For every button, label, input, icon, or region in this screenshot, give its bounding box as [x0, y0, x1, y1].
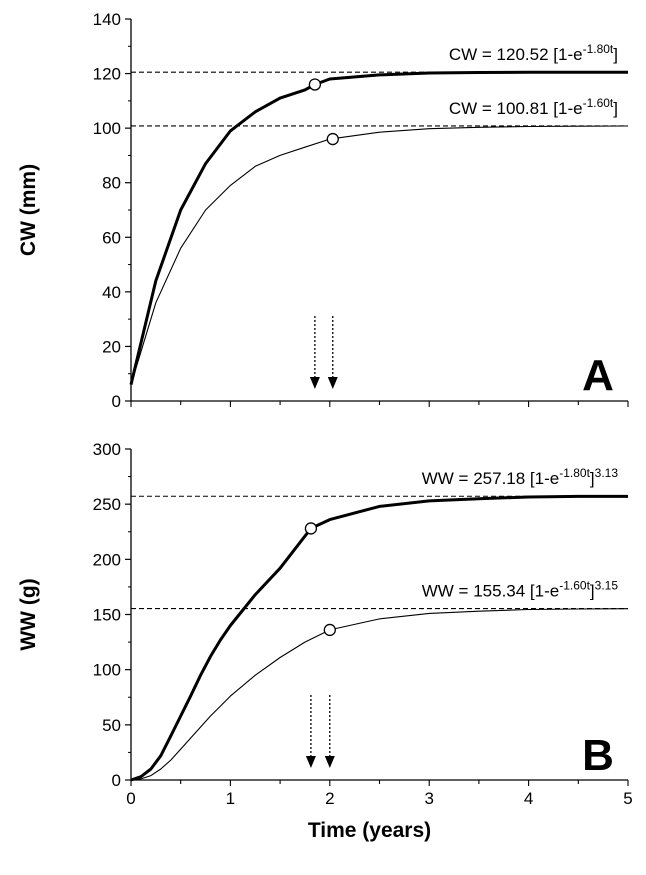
panel-a-marker	[326, 132, 339, 146]
panel-b-y-tick-label: 100	[93, 661, 121, 680]
panel-a-y-axis-title: CW (mm)	[17, 164, 40, 256]
panel-b-growth-curve-thin	[130, 608, 629, 781]
panel-a-y-tick-label: 120	[93, 65, 121, 84]
panel-b-y-axis-title: WW (g)	[17, 578, 40, 650]
panel-a-equation-label: CW = 100.81 [1-e-1.60t]	[449, 96, 618, 118]
panel-b-y-tick-label: 200	[93, 550, 121, 569]
panel-b-x-tick-label: 5	[623, 789, 632, 808]
panel-b-y-tick-label: 250	[93, 495, 121, 514]
panel-b-y-tick-label: 0	[112, 771, 121, 790]
panel-a-y-tick-label: 100	[93, 119, 121, 138]
panel-b-x-tick-label: 1	[226, 789, 235, 808]
panel-a: 0 20 40 60 80 100 120 140 CW (mm) CW = 120.52 [1-…	[17, 10, 629, 411]
panel-a-marker	[308, 78, 322, 91]
panel-a-equation-label: CW = 120.52 [1-e-1.80t]	[449, 42, 618, 64]
panel-b-equation-label: WW = 155.34 [1-e-1.60t]3.15	[422, 579, 619, 601]
panel-b-x-tick-label: 4	[524, 789, 533, 808]
panel-b-x-tick-label: 3	[424, 789, 433, 808]
panel-a-y-tick-label: 0	[112, 392, 121, 411]
panel-b-x-tick-label: 0	[126, 789, 135, 808]
panel-b-y-tick-label: 50	[102, 716, 121, 735]
panel-b-equation-label: WW = 257.18 [1-e-1.80t]3.13	[422, 466, 619, 488]
panel-a-growth-curve-thin	[130, 125, 629, 385]
panel-a-y-tick-label: 60	[102, 228, 121, 247]
panel-b-growth-curve-thick	[130, 494, 628, 782]
panel-b: 0 50 100 150 200 250 300 0 1 2 3 4 5 WW (g) Time (year…	[17, 440, 633, 842]
panel-b-x-axis-title: Time (years)	[308, 819, 431, 842]
panel-b-y-tick-label: 300	[93, 440, 121, 459]
panel-b-letter: B	[582, 731, 614, 780]
panel-a-growth-curve-thick	[129, 70, 628, 385]
panel-a-letter: A	[582, 351, 614, 400]
panel-b-marker	[323, 623, 336, 637]
panel-b-marker	[304, 522, 318, 535]
panel-a-y-tick-label: 140	[93, 10, 121, 29]
panel-a-y-tick-label: 80	[102, 174, 121, 193]
panel-a-y-tick-label: 20	[102, 337, 121, 356]
panel-a-y-tick-label: 40	[102, 283, 121, 302]
panel-b-y-tick-label: 150	[93, 606, 121, 625]
panel-b-x-tick-label: 2	[325, 789, 334, 808]
